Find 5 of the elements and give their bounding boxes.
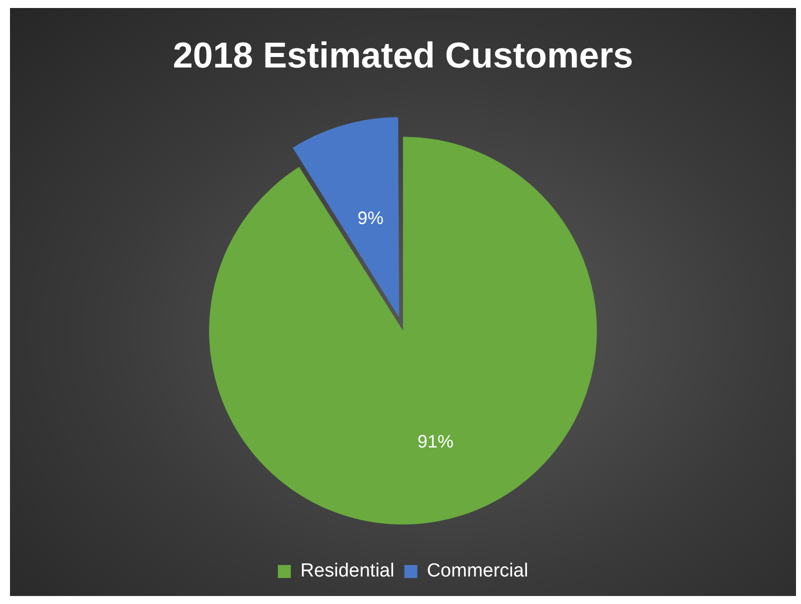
data-label: 91% [417,431,454,452]
legend-label: Commercial [426,560,528,582]
legend-label: Residential [300,560,394,582]
data-label: 9% [358,208,384,228]
chart-title: 2018 Estimated Customers [172,34,634,76]
